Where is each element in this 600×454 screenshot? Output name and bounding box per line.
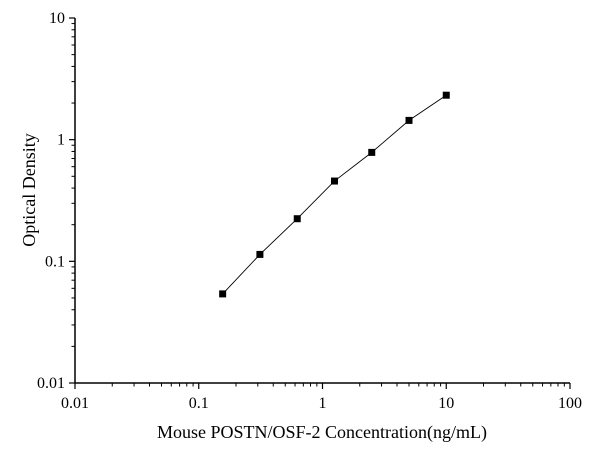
x-tick-label: 0.1 <box>189 395 209 412</box>
x-tick-label: 100 <box>558 395 582 412</box>
axes: 0.01 0.1 1 10 100 0.01 0.1 1 10 <box>37 10 582 412</box>
data-series <box>219 91 450 298</box>
x-tick-label: 0.01 <box>61 395 89 412</box>
series-line <box>222 94 447 295</box>
y-tick-label: 0.01 <box>37 375 65 392</box>
y-axis-title: Optical Density <box>19 133 39 246</box>
x-tick-label: 10 <box>438 395 454 412</box>
data-point <box>330 177 338 185</box>
y-tick-label: 10 <box>49 10 65 27</box>
y-tick-label: 0.1 <box>45 253 65 270</box>
data-point <box>368 148 376 156</box>
data-point <box>293 215 301 223</box>
data-point <box>256 250 264 258</box>
data-point <box>219 290 227 298</box>
data-point <box>442 91 450 99</box>
y-tick-label: 1 <box>57 132 65 149</box>
x-tick-label: 1 <box>319 395 327 412</box>
data-point <box>405 116 413 124</box>
x-axis-title: Mouse POSTN/OSF-2 Concentration(ng/mL) <box>157 422 487 443</box>
